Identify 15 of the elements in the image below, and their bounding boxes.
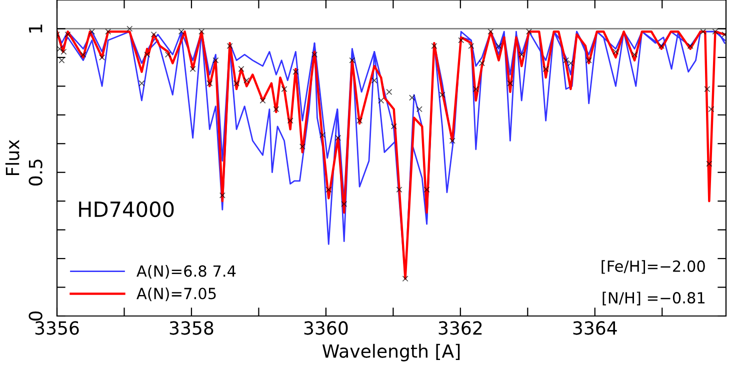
x-tick-label: 3358 bbox=[170, 321, 214, 335]
y-axis-title: Flux bbox=[5, 140, 20, 175]
y-tick-label: 0.5 bbox=[28, 160, 42, 186]
x-tick-label: 3360 bbox=[304, 321, 348, 335]
x-tick-label: 3356 bbox=[35, 321, 79, 335]
annotation: HD74000 bbox=[79, 201, 174, 218]
annotation: [N/H] =−0.81 bbox=[602, 292, 705, 306]
x-tick-label: 3364 bbox=[573, 321, 617, 335]
legend-label: A(N)=7.05 bbox=[136, 287, 216, 302]
annotation: [Fe/H]=−2.00 bbox=[602, 260, 705, 274]
x-tick-label: 3362 bbox=[438, 321, 482, 335]
y-tick-label: 0 bbox=[28, 311, 42, 321]
x-axis-title: Wavelength [A] bbox=[322, 344, 460, 362]
y-tick-label: 1 bbox=[28, 24, 42, 32]
legend-label: A(N)=6.8 7.4 bbox=[136, 265, 236, 279]
